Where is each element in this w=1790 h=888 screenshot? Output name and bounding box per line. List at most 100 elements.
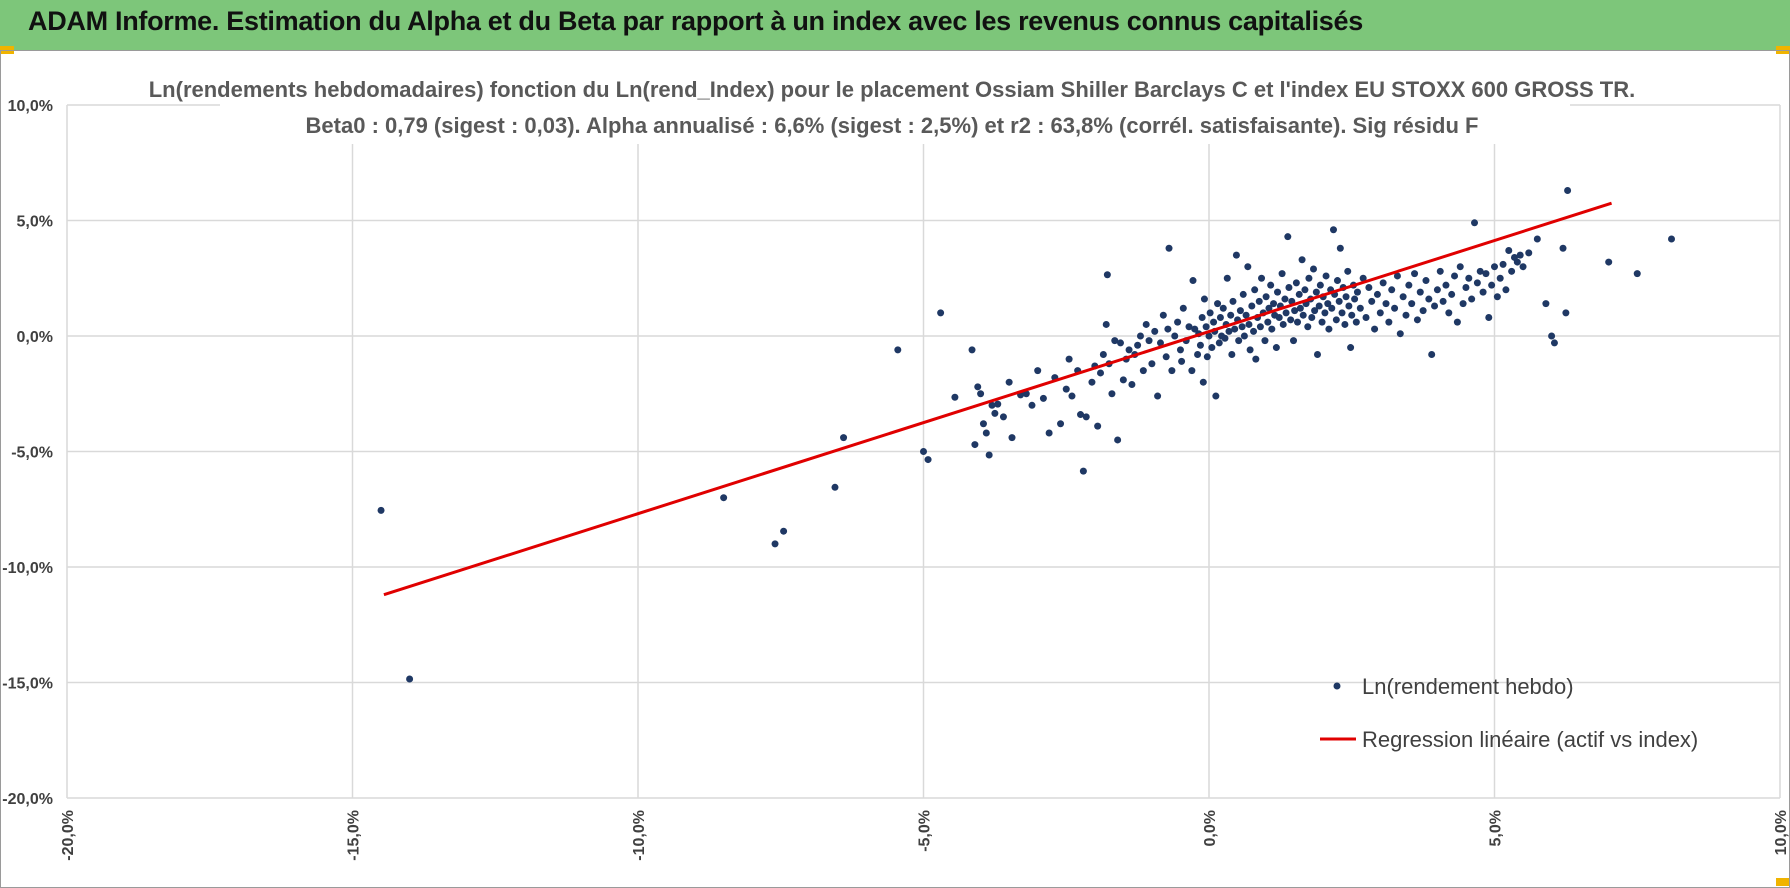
data-point	[1479, 288, 1487, 296]
data-point	[1341, 320, 1349, 328]
data-point	[1205, 332, 1213, 340]
data-point	[1239, 290, 1247, 298]
data-point	[1176, 346, 1184, 354]
x-tick-label: -10,0%	[631, 810, 648, 861]
data-point	[1065, 355, 1073, 363]
data-point	[1348, 311, 1356, 319]
data-point	[1045, 429, 1053, 437]
data-point	[1345, 302, 1353, 310]
data-point	[971, 441, 979, 449]
data-point	[1318, 318, 1326, 326]
corner-marker-bottom-right	[1776, 878, 1790, 886]
data-point	[1488, 281, 1496, 289]
data-point	[1605, 258, 1613, 266]
data-point	[1162, 353, 1170, 361]
data-point	[1250, 327, 1258, 335]
data-point	[1062, 385, 1070, 393]
data-point	[1238, 323, 1246, 331]
data-point	[1223, 274, 1231, 282]
data-point	[1179, 304, 1187, 312]
data-point	[1206, 309, 1214, 317]
data-point	[1203, 353, 1211, 361]
data-point	[1151, 327, 1159, 335]
data-point	[1493, 293, 1501, 301]
data-point	[1399, 293, 1407, 301]
data-point	[1542, 300, 1550, 308]
data-point	[1136, 332, 1144, 340]
data-point	[1351, 295, 1359, 303]
data-point	[840, 434, 848, 442]
data-point	[1236, 307, 1244, 315]
data-point	[1453, 318, 1461, 326]
data-point	[1256, 323, 1264, 331]
data-point	[1668, 235, 1676, 243]
data-point	[991, 409, 999, 417]
x-tick-label: -15,0%	[346, 810, 363, 861]
data-point	[1431, 302, 1439, 310]
y-tick-label: 10,0%	[8, 98, 53, 115]
data-point	[1368, 297, 1376, 305]
data-point	[985, 451, 993, 459]
data-point	[1459, 300, 1467, 308]
data-point	[1295, 290, 1303, 298]
data-point	[406, 675, 414, 683]
x-tick-label: -20,0%	[60, 810, 77, 861]
data-point	[1279, 320, 1287, 328]
data-point	[1290, 337, 1298, 345]
data-point	[1281, 295, 1289, 303]
data-point	[1005, 378, 1013, 386]
data-point	[1240, 332, 1248, 340]
x-tick-label: -5,0%	[917, 810, 934, 852]
data-point	[1496, 274, 1504, 282]
data-point	[1322, 272, 1330, 280]
data-point	[1245, 320, 1253, 328]
data-point	[1039, 394, 1047, 402]
data-point	[1028, 401, 1036, 409]
data-point	[1225, 327, 1233, 335]
data-point	[1365, 283, 1373, 291]
data-point	[1251, 286, 1259, 294]
data-point	[1128, 381, 1136, 389]
data-point	[1034, 367, 1042, 375]
data-point	[1296, 304, 1304, 312]
data-point	[1221, 334, 1229, 342]
data-point	[1324, 300, 1332, 308]
data-point	[1505, 247, 1513, 255]
data-point	[979, 420, 987, 428]
data-point	[1333, 277, 1341, 285]
y-tick-label: -5,0%	[11, 445, 53, 462]
data-point	[1267, 281, 1275, 289]
data-point	[1353, 288, 1361, 296]
data-point	[1215, 339, 1223, 347]
data-point	[1164, 325, 1172, 333]
y-tick-label: 0,0%	[17, 329, 53, 346]
data-point	[720, 494, 728, 502]
data-point	[1462, 283, 1470, 291]
data-point	[1298, 256, 1306, 264]
data-point	[1188, 367, 1196, 375]
data-point	[1108, 390, 1116, 398]
data-point	[1533, 235, 1541, 243]
data-point	[1208, 344, 1216, 352]
data-point	[1373, 290, 1381, 298]
data-point	[377, 506, 385, 514]
data-point	[1252, 355, 1260, 363]
data-point	[1312, 288, 1320, 296]
data-point	[1189, 277, 1197, 285]
title-banner: ADAM Informe. Estimation du Alpha et du …	[0, 0, 1790, 51]
y-tick-label: -10,0%	[2, 560, 53, 577]
data-point	[1352, 318, 1360, 326]
data-point	[1342, 293, 1350, 301]
data-point	[1425, 295, 1433, 303]
legend: Ln(rendement hebdo) Regression linéaire …	[1320, 674, 1698, 752]
data-point	[1382, 300, 1390, 308]
data-point	[1301, 286, 1309, 294]
data-point	[1468, 295, 1476, 303]
data-point	[1313, 350, 1321, 358]
data-point	[1362, 314, 1370, 322]
data-point	[1242, 311, 1250, 319]
data-point	[1235, 337, 1243, 345]
chart-title-line2: Beta0 : 0,79 (sigest : 0,03). Alpha annu…	[306, 113, 1479, 138]
data-point	[1344, 267, 1352, 275]
data-point	[977, 390, 985, 398]
